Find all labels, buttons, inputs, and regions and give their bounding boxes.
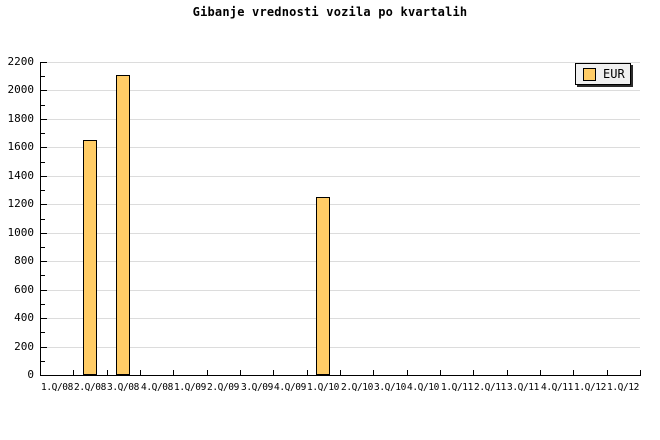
y-axis-major-tick — [41, 233, 47, 234]
y-axis-major-tick — [41, 62, 47, 63]
y-axis-major-tick — [41, 347, 47, 348]
y-axis-label: 2200 — [7, 55, 35, 68]
bar-2.Q/08 — [83, 140, 97, 375]
x-axis-tick — [440, 370, 441, 375]
x-axis-line — [40, 375, 641, 376]
x-axis-tick — [607, 370, 608, 375]
y-axis-major-tick — [41, 261, 47, 262]
y-axis-minor-tick — [41, 361, 45, 362]
y-axis-minor-tick — [41, 304, 45, 305]
x-axis-tick — [140, 370, 141, 375]
y-axis-minor-tick — [41, 247, 45, 248]
x-axis-tick — [240, 370, 241, 375]
x-axis-label: 3.Q/10 — [374, 382, 406, 393]
gridline — [41, 147, 640, 148]
gridline — [41, 62, 640, 63]
x-axis-tick — [173, 370, 174, 375]
chart-title: Gibanje vrednosti vozila po kvartalih — [192, 5, 468, 19]
gridline — [41, 318, 640, 319]
y-axis-label: 1200 — [7, 197, 35, 210]
x-axis-label: 3.Q/09 — [241, 382, 273, 393]
bar-3.Q/08 — [116, 75, 130, 375]
y-axis-label: 1800 — [7, 112, 35, 125]
y-axis-minor-tick — [41, 275, 45, 276]
y-axis-label: 400 — [14, 311, 34, 324]
x-axis-tick — [540, 370, 541, 375]
y-axis-minor-tick — [41, 133, 45, 134]
y-axis-minor-tick — [41, 76, 45, 77]
y-axis-label: 0 — [27, 368, 34, 381]
y-axis-line — [40, 62, 41, 376]
y-axis-minor-tick — [41, 219, 45, 220]
x-axis-tick — [73, 370, 74, 375]
y-axis-major-tick — [41, 318, 47, 319]
y-axis-major-tick — [41, 290, 47, 291]
y-axis-major-tick — [41, 147, 47, 148]
y-axis-minor-tick — [41, 162, 45, 163]
x-axis-tick — [207, 370, 208, 375]
gridline — [41, 261, 640, 262]
x-axis-tick — [273, 370, 274, 375]
x-axis-label: 1.Q/08 — [41, 382, 73, 393]
x-axis-label: 3.Q/08 — [107, 382, 139, 393]
x-axis-label: 2.Q/11 — [474, 382, 506, 393]
x-axis-label: 1.Q/12 — [607, 382, 639, 393]
x-axis-tick — [107, 370, 108, 375]
x-axis-label: 4.Q/08 — [141, 382, 173, 393]
x-axis-label: 1.Q/11 — [441, 382, 473, 393]
x-axis-tick — [507, 370, 508, 375]
y-axis-label: 600 — [14, 283, 34, 296]
y-axis-label: 2000 — [7, 83, 35, 96]
gridline — [41, 176, 640, 177]
gridline — [41, 290, 640, 291]
x-axis-label: 1.Q/09 — [174, 382, 206, 393]
x-axis-label: 2.Q/08 — [74, 382, 106, 393]
x-axis-label: 2.Q/10 — [341, 382, 373, 393]
x-axis-tick — [373, 370, 374, 375]
bar-1.Q/10 — [316, 197, 330, 375]
y-axis-minor-tick — [41, 332, 45, 333]
x-axis-tick — [340, 370, 341, 375]
legend: EUR — [575, 63, 631, 85]
x-axis-tick — [573, 370, 574, 375]
x-axis-tick — [640, 370, 641, 375]
y-axis-major-tick — [41, 176, 47, 177]
y-axis-label: 200 — [14, 340, 34, 353]
x-axis-label: 1.Q/10 — [307, 382, 339, 393]
y-axis-major-tick — [41, 119, 47, 120]
x-axis-label: 2.Q/09 — [207, 382, 239, 393]
x-axis-label: 1.Q/12 — [574, 382, 606, 393]
y-axis-major-tick — [41, 90, 47, 91]
legend-label: EUR — [603, 67, 625, 81]
y-axis-minor-tick — [41, 105, 45, 106]
x-axis-tick — [307, 370, 308, 375]
y-axis-minor-tick — [41, 190, 45, 191]
x-axis-label: 3.Q/11 — [507, 382, 539, 393]
x-axis-tick — [407, 370, 408, 375]
y-axis-major-tick — [41, 204, 47, 205]
gridline — [41, 233, 640, 234]
gridline — [41, 347, 640, 348]
x-axis-label: 4.Q/10 — [407, 382, 439, 393]
y-axis-label: 1600 — [7, 140, 35, 153]
x-axis-label: 4.Q/11 — [541, 382, 573, 393]
y-axis-label: 1400 — [7, 169, 35, 182]
gridline — [41, 204, 640, 205]
x-axis-label: 4.Q/09 — [274, 382, 306, 393]
legend-swatch-icon — [583, 67, 596, 81]
plot-area: 0 200 400 600 800 1000 1200 1400 1600 1800 2000 220… — [8, 56, 641, 393]
y-axis-label: 1000 — [7, 226, 35, 239]
gridline — [41, 119, 640, 120]
y-axis-label: 800 — [14, 254, 34, 267]
gridline — [41, 90, 640, 91]
x-axis-tick — [473, 370, 474, 375]
